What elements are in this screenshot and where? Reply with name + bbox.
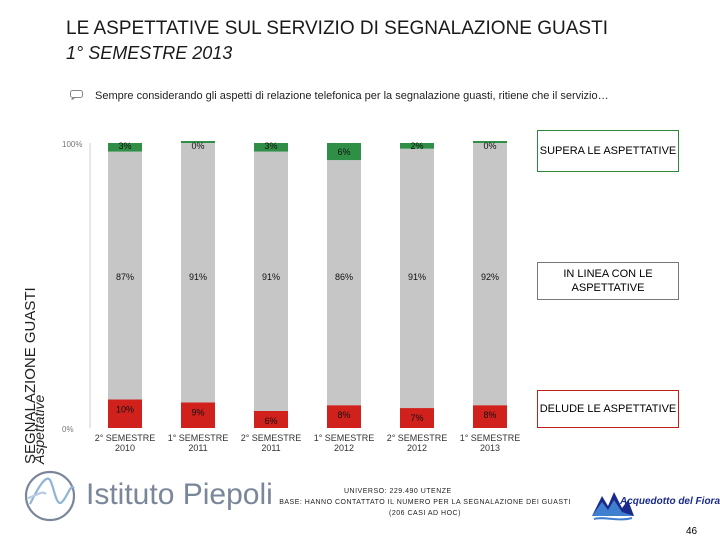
- bar-segment: [400, 143, 434, 149]
- data-label: 91%: [189, 272, 207, 282]
- footnote: UNIVERSO: 229.490 UTENZE BASE: HANNO CON…: [270, 486, 580, 519]
- data-label: 91%: [408, 272, 426, 282]
- data-label: 8%: [337, 410, 350, 420]
- data-label: 3%: [264, 141, 277, 151]
- bar-segment: [254, 151, 288, 411]
- bar-segment: [181, 141, 215, 143]
- data-label: 8%: [483, 410, 496, 420]
- data-label: 92%: [481, 272, 499, 282]
- data-label: 3%: [118, 141, 131, 151]
- data-label: 7%: [410, 413, 423, 423]
- footnote-base: BASE: HANNO CONTATTATO IL NUMERO PER LA …: [279, 499, 571, 517]
- data-label: 10%: [116, 405, 134, 415]
- data-label: 0%: [191, 141, 204, 151]
- bar-segment: [254, 143, 288, 152]
- page-number: 46: [686, 526, 698, 537]
- x-tick-label: 2° SEMESTRE: [95, 433, 156, 443]
- bar-segment: [181, 143, 215, 403]
- legend-supera: SUPERA LE ASPETTATIVE: [537, 130, 679, 172]
- page-title: LE ASPETTATIVE SUL SERVIZIO DI SEGNALAZI…: [66, 18, 608, 39]
- bar-segment: [108, 151, 142, 400]
- question-text: Sempre considerando gli aspetti di relaz…: [95, 90, 609, 102]
- x-tick-label: 2° SEMESTRE: [387, 433, 448, 443]
- bar-segment: [473, 143, 507, 406]
- bar-segment: [254, 410, 288, 428]
- x-tick-label: 1° SEMESTRE: [460, 433, 521, 443]
- x-tick-label: 2° SEMESTRE: [241, 433, 302, 443]
- legend-in-linea-label: IN LINEA CON LE ASPETTATIVE: [563, 268, 653, 294]
- legend-delude-label: DELUDE LE ASPETTATIVE: [539, 403, 677, 415]
- footnote-universe: UNIVERSO: 229.490 UTENZE: [344, 488, 452, 495]
- bar-segment: [327, 160, 361, 406]
- y-tick-label: 0%: [62, 425, 74, 434]
- bar-segment: [327, 405, 361, 428]
- page-subtitle: 1° SEMESTRE 2013: [66, 43, 233, 63]
- x-tick-label: 2010: [115, 443, 135, 453]
- x-tick-label: 2011: [261, 443, 280, 453]
- side-section-sublabel: Aspettative: [31, 394, 47, 464]
- bar-segment: [181, 402, 215, 428]
- bar-segment: [108, 399, 142, 428]
- x-tick-label: 2013: [480, 443, 500, 453]
- data-label: 6%: [337, 147, 350, 157]
- y-tick-label: 100%: [62, 140, 82, 149]
- data-label: 9%: [191, 407, 204, 417]
- bar-segment: [473, 141, 507, 143]
- x-tick-label: 1° SEMESTRE: [314, 433, 375, 443]
- data-label: 0%: [483, 141, 496, 151]
- x-tick-label: 2012: [334, 443, 354, 453]
- data-label: 87%: [116, 272, 134, 282]
- bar-segment: [327, 143, 361, 161]
- acquedotto-del-fiora-logo-text: Acquedotto del Fiora: [620, 496, 720, 507]
- legend-supera-label: SUPERA LE ASPETTATIVE: [539, 145, 677, 157]
- bar-segment: [108, 143, 142, 152]
- acquedotto-del-fiora-logo-mark: [592, 492, 634, 521]
- x-tick-label: 2011: [188, 443, 207, 453]
- x-tick-label: 1° SEMESTRE: [168, 433, 229, 443]
- data-label: 86%: [335, 272, 353, 282]
- data-label: 6%: [264, 416, 277, 426]
- legend-in-linea: IN LINEA CON LE ASPETTATIVE: [537, 262, 679, 300]
- data-label: 91%: [262, 272, 280, 282]
- legend-delude: DELUDE LE ASPETTATIVE: [537, 390, 679, 428]
- bar-segment: [400, 148, 434, 409]
- istituto-piepoli-logo-mark: [24, 470, 76, 522]
- question-bubble-icon: [70, 90, 83, 100]
- x-tick-label: 2012: [407, 443, 427, 453]
- data-label: 2%: [410, 141, 423, 151]
- bar-segment: [400, 408, 434, 428]
- bar-segment: [473, 405, 507, 428]
- istituto-piepoli-logo-text: Istituto Piepoli: [86, 478, 273, 511]
